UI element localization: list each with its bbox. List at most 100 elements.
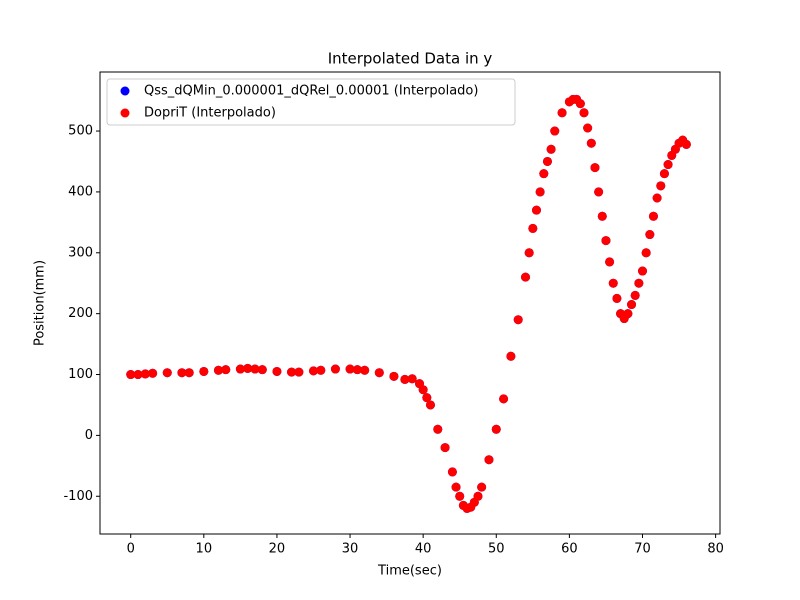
point xyxy=(641,248,651,258)
x-tick-label: 80 xyxy=(707,542,724,557)
point xyxy=(681,139,691,149)
point xyxy=(612,293,622,303)
point xyxy=(308,366,318,376)
x-tick-label: 0 xyxy=(127,542,135,557)
legend-label: Qss_dQMin_0.000001_dQRel_0.00001 (Interp… xyxy=(144,84,478,99)
point xyxy=(605,257,615,267)
x-tick-label: 70 xyxy=(634,542,651,557)
point xyxy=(425,400,435,410)
point xyxy=(652,193,662,203)
point xyxy=(352,365,362,375)
point xyxy=(360,365,370,375)
point xyxy=(400,374,410,384)
point xyxy=(162,368,172,378)
point xyxy=(316,365,326,375)
point xyxy=(455,491,465,501)
point xyxy=(243,363,253,373)
point xyxy=(221,365,231,375)
point xyxy=(531,205,541,215)
point xyxy=(550,126,560,136)
y-tick-label: 300 xyxy=(68,245,93,260)
point xyxy=(133,370,143,380)
point xyxy=(656,181,666,191)
point xyxy=(184,368,194,378)
y-tick-label: 500 xyxy=(68,124,93,139)
x-tick-label: 60 xyxy=(561,542,578,557)
point xyxy=(477,482,487,492)
point xyxy=(473,491,483,501)
y-tick-label: 200 xyxy=(68,306,93,321)
x-tick-label: 10 xyxy=(196,542,213,557)
point xyxy=(484,455,494,465)
point xyxy=(648,211,658,221)
point xyxy=(601,236,611,246)
x-tick-label: 40 xyxy=(415,542,432,557)
legend-box xyxy=(106,78,516,126)
point xyxy=(447,467,457,477)
point xyxy=(659,169,669,179)
point xyxy=(623,309,633,319)
point xyxy=(294,367,304,377)
point xyxy=(440,443,450,453)
y-tick-label: 400 xyxy=(68,184,93,199)
point xyxy=(345,364,355,374)
point xyxy=(407,374,417,384)
legend-marker xyxy=(120,86,130,96)
point xyxy=(272,366,282,376)
point xyxy=(597,211,607,221)
y-tick-label: -100 xyxy=(63,489,93,504)
point xyxy=(499,394,509,404)
x-tick-label: 30 xyxy=(342,542,359,557)
point xyxy=(627,300,637,310)
plot-frame xyxy=(99,71,721,535)
point xyxy=(506,351,516,361)
point xyxy=(634,278,644,288)
point xyxy=(451,482,461,492)
legend-marker xyxy=(120,108,130,118)
x-axis-label: Time(sec) xyxy=(377,564,442,579)
x-tick-label: 50 xyxy=(488,542,505,557)
point xyxy=(524,248,534,258)
x-tick-label: 20 xyxy=(269,542,286,557)
point xyxy=(418,385,428,395)
point xyxy=(250,364,260,374)
point xyxy=(528,223,538,233)
point xyxy=(389,371,399,381)
point xyxy=(330,364,340,374)
legend-label: DopriT (Interpolado) xyxy=(144,106,276,121)
point xyxy=(140,369,150,379)
point xyxy=(213,365,223,375)
point xyxy=(583,123,593,133)
point xyxy=(638,266,647,276)
point xyxy=(491,424,501,434)
point xyxy=(557,108,567,118)
point xyxy=(645,230,655,240)
point xyxy=(287,367,297,377)
point xyxy=(433,424,443,434)
y-axis-label: Position(mm) xyxy=(33,260,48,346)
point xyxy=(590,163,600,173)
point xyxy=(422,393,432,403)
point xyxy=(199,366,209,376)
point xyxy=(663,160,673,170)
point xyxy=(535,187,545,197)
y-tick-label: 100 xyxy=(68,367,93,382)
point xyxy=(586,138,596,148)
point xyxy=(257,365,267,375)
point xyxy=(546,144,556,154)
point xyxy=(235,364,245,374)
point xyxy=(148,368,158,378)
point xyxy=(513,315,523,325)
point xyxy=(608,278,618,288)
point xyxy=(630,290,640,300)
point xyxy=(542,156,552,166)
point xyxy=(521,272,531,282)
point xyxy=(594,187,604,197)
point xyxy=(579,108,589,118)
point xyxy=(126,370,136,380)
chart-title: Interpolated Data in y xyxy=(328,50,493,68)
point xyxy=(539,169,549,179)
point xyxy=(177,368,187,378)
point xyxy=(575,99,585,109)
